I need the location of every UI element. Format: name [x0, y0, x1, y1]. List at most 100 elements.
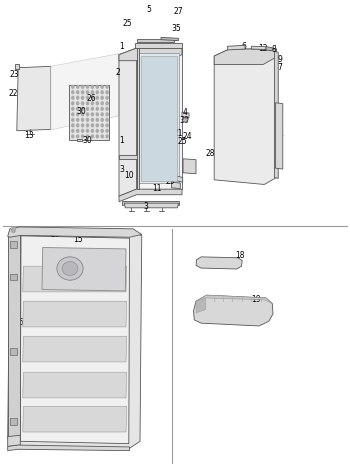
- Circle shape: [82, 91, 84, 94]
- Polygon shape: [119, 189, 182, 202]
- Bar: [8, 234, 20, 438]
- Text: 11: 11: [152, 184, 162, 193]
- Circle shape: [82, 107, 84, 110]
- Polygon shape: [119, 48, 136, 196]
- Circle shape: [77, 85, 79, 88]
- Polygon shape: [214, 49, 276, 184]
- Circle shape: [101, 107, 103, 110]
- Circle shape: [91, 124, 93, 127]
- Circle shape: [82, 96, 84, 99]
- Circle shape: [72, 107, 74, 110]
- Polygon shape: [23, 266, 127, 292]
- Bar: [135, 43, 182, 48]
- Text: 21: 21: [174, 128, 183, 138]
- Text: 17: 17: [95, 283, 105, 292]
- Text: 19: 19: [251, 295, 261, 304]
- Polygon shape: [182, 118, 188, 122]
- Bar: [119, 155, 138, 159]
- Text: 3: 3: [119, 164, 124, 174]
- Polygon shape: [77, 139, 82, 141]
- Bar: [10, 348, 17, 355]
- Text: 28: 28: [205, 149, 215, 158]
- Bar: [122, 201, 178, 205]
- Text: 25: 25: [123, 19, 133, 28]
- Text: 30: 30: [180, 116, 189, 125]
- Circle shape: [96, 135, 98, 138]
- Circle shape: [96, 124, 98, 127]
- Circle shape: [101, 124, 103, 127]
- Text: 20: 20: [50, 230, 60, 239]
- Text: 15: 15: [73, 234, 83, 244]
- Polygon shape: [23, 406, 127, 432]
- Polygon shape: [8, 445, 130, 451]
- Polygon shape: [136, 48, 182, 189]
- Circle shape: [72, 102, 74, 105]
- Circle shape: [72, 85, 74, 88]
- Text: 3: 3: [144, 202, 149, 212]
- Circle shape: [11, 227, 15, 233]
- Circle shape: [86, 113, 89, 116]
- Text: 1: 1: [119, 135, 124, 145]
- Circle shape: [106, 85, 108, 88]
- Text: 25: 25: [178, 137, 188, 147]
- Polygon shape: [8, 227, 142, 237]
- Circle shape: [82, 119, 84, 121]
- Polygon shape: [15, 64, 19, 69]
- Text: 18: 18: [235, 251, 245, 260]
- Text: 35: 35: [172, 23, 182, 33]
- Polygon shape: [214, 49, 276, 64]
- Circle shape: [72, 96, 74, 99]
- Circle shape: [106, 135, 108, 138]
- Polygon shape: [275, 103, 283, 169]
- Circle shape: [96, 91, 98, 94]
- Polygon shape: [23, 336, 127, 362]
- Circle shape: [91, 135, 93, 138]
- Circle shape: [77, 96, 79, 99]
- Circle shape: [77, 135, 79, 138]
- Circle shape: [82, 102, 84, 105]
- Ellipse shape: [57, 257, 83, 280]
- Circle shape: [86, 107, 89, 110]
- Circle shape: [96, 129, 98, 132]
- Circle shape: [82, 113, 84, 116]
- Circle shape: [91, 113, 93, 116]
- Circle shape: [91, 91, 93, 94]
- Circle shape: [106, 119, 108, 121]
- Text: 27: 27: [154, 174, 163, 184]
- Polygon shape: [119, 48, 182, 61]
- Circle shape: [86, 124, 89, 127]
- Circle shape: [91, 85, 93, 88]
- Polygon shape: [20, 236, 130, 444]
- Circle shape: [101, 91, 103, 94]
- Circle shape: [77, 113, 79, 116]
- Text: 12: 12: [258, 44, 267, 53]
- Circle shape: [77, 129, 79, 132]
- Bar: [10, 274, 17, 280]
- Ellipse shape: [62, 262, 78, 276]
- Circle shape: [72, 91, 74, 94]
- Circle shape: [96, 119, 98, 121]
- Text: 16: 16: [14, 318, 24, 327]
- Circle shape: [82, 135, 84, 138]
- Polygon shape: [161, 37, 178, 41]
- Text: 8: 8: [271, 44, 276, 54]
- Polygon shape: [182, 112, 189, 118]
- Polygon shape: [172, 182, 180, 189]
- Circle shape: [101, 85, 103, 88]
- Polygon shape: [17, 66, 51, 131]
- Bar: [69, 85, 108, 140]
- Polygon shape: [23, 372, 127, 398]
- Polygon shape: [196, 257, 242, 269]
- Circle shape: [106, 113, 108, 116]
- Polygon shape: [42, 248, 126, 291]
- Circle shape: [101, 135, 103, 138]
- Polygon shape: [8, 229, 142, 448]
- Circle shape: [86, 119, 89, 121]
- Circle shape: [72, 135, 74, 138]
- Circle shape: [96, 113, 98, 116]
- Bar: [141, 56, 177, 181]
- Text: 29: 29: [166, 177, 176, 186]
- Circle shape: [106, 129, 108, 132]
- Circle shape: [72, 119, 74, 121]
- Circle shape: [101, 119, 103, 121]
